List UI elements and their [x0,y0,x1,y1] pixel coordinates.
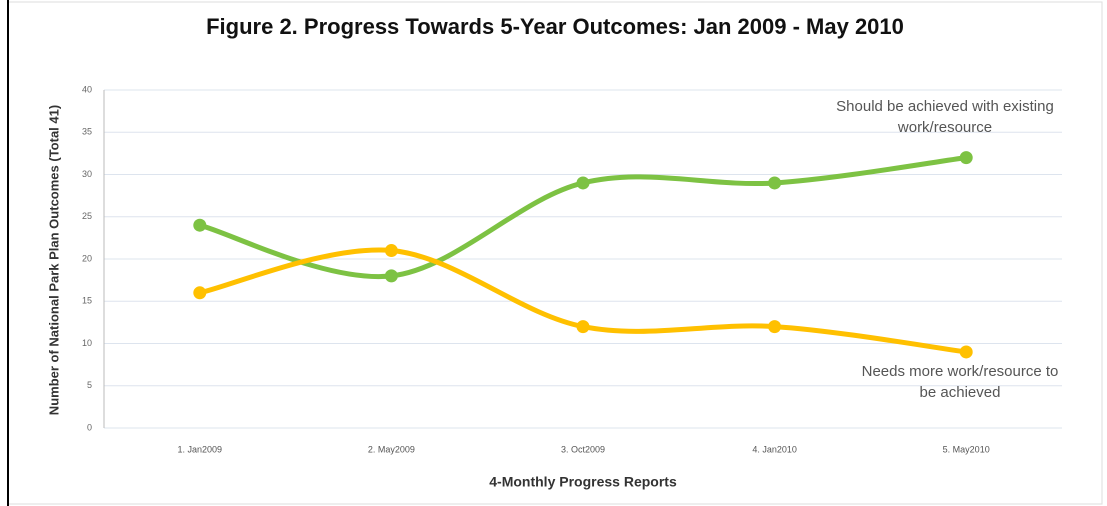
y-tick-label: 35 [82,127,92,137]
y-tick-label: 30 [82,169,92,179]
series-marker [959,345,973,359]
series-annotation: Should be achieved with existing work/re… [836,98,1054,136]
x-tick-label: 3. Oct2009 [561,444,605,454]
series-annotation: Needs more work/resource to be achieved [861,363,1059,401]
x-axis-title: 4-Monthly Progress Reports [489,474,677,490]
x-tick-label: 5. May2010 [943,444,990,454]
y-tick-label: 0 [87,422,92,432]
y-tick-label: 5 [87,380,92,390]
chart-title: Figure 2. Progress Towards 5-Year Outcom… [206,14,904,39]
x-tick-label: 4. Jan2010 [752,444,797,454]
y-tick-label: 25 [82,211,92,221]
series-marker [384,269,398,283]
frame [7,1,1103,505]
x-tick-label: 2. May2009 [368,444,415,454]
series-marker [576,320,590,334]
y-tick-label: 10 [82,338,92,348]
y-tick-label: 15 [82,296,92,306]
series-marker [576,176,590,190]
y-tick-label: 40 [82,84,92,94]
series-marker [193,218,207,232]
series-marker [384,244,398,258]
y-axis-title: Number of National Park Plan Outcomes (T… [46,105,61,415]
series-marker [768,176,782,190]
series-marker [193,286,207,300]
y-tick-label: 20 [82,253,92,263]
series-marker [959,151,973,165]
series-marker [768,320,782,334]
x-tick-label: 1. Jan2009 [178,444,223,454]
